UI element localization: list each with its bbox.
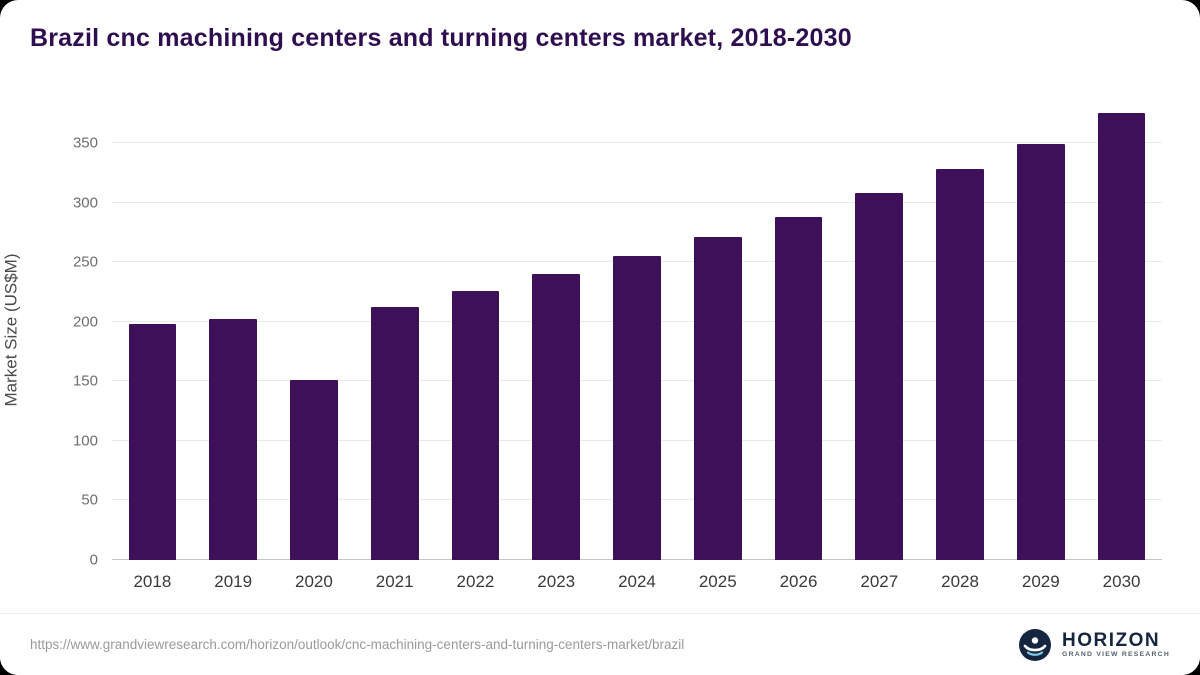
horizon-logo-icon — [1019, 628, 1052, 661]
y-tick-label-50: 50 — [81, 491, 98, 509]
bar-slot-2025 — [677, 100, 758, 560]
bar-2023 — [532, 274, 581, 560]
x-tick-label-2021: 2021 — [375, 572, 414, 591]
bar-slot-2019 — [193, 100, 274, 560]
bar-2026 — [774, 216, 823, 560]
logo-name: HORIZON — [1062, 629, 1161, 651]
bar-slot-2029 — [1000, 100, 1081, 560]
x-tick-label-2030: 2030 — [1102, 572, 1141, 591]
bar-slot-2030 — [1081, 100, 1162, 560]
source-url: https://www.grandviewresearch.com/horizo… — [30, 637, 685, 652]
bar-slot-2028 — [920, 100, 1001, 560]
x-tick-label-2023: 2023 — [537, 572, 576, 591]
y-tick-label-0: 0 — [89, 551, 98, 569]
bar-slot-2026 — [758, 100, 839, 560]
bar-2020 — [290, 380, 338, 560]
x-axis-labels: 2018 2019 2020 2021 2022 2023 2024 2025 2026 2027… — [112, 572, 1162, 592]
bar-slot-2023 — [516, 100, 597, 560]
y-tick-label-100: 100 — [72, 432, 98, 450]
bars — [112, 100, 1162, 560]
y-tick-label-200: 200 — [72, 313, 98, 331]
chart-title: Brazil cnc machining centers and turning… — [30, 24, 852, 52]
bar-slot-2022 — [435, 100, 516, 560]
plot-area: 0 50 100 150 200 250 300 350 2018 2019 2020 2021 20… — [73, 100, 1162, 591]
bar-2022 — [451, 290, 500, 560]
y-tick-label-300: 300 — [72, 194, 98, 211]
x-tick-label-2020: 2020 — [295, 572, 333, 591]
gridline-350 — [112, 141, 1162, 143]
x-tick-label-2018: 2018 — [133, 572, 172, 591]
logo-subtitle: GRAND VIEW RESEARCH — [1062, 650, 1170, 658]
bar-2018 — [128, 324, 177, 560]
x-tick-label-2024: 2024 — [618, 572, 656, 591]
bar-slot-2024 — [597, 100, 678, 560]
logo-text-block: HORIZON GRAND VIEW RESEARCH — [1062, 631, 1170, 658]
footer: https://www.grandviewresearch.com/horizo… — [0, 613, 1200, 675]
y-axis-title-text: Market Size (US$M) — [2, 253, 21, 407]
horizon-logo: HORIZON GRAND VIEW RESEARCH — [1017, 627, 1170, 663]
bar-2027 — [855, 192, 904, 560]
bar-2021 — [370, 307, 419, 560]
x-tick-label-2022: 2022 — [456, 572, 495, 591]
y-tick-label-150: 150 — [72, 372, 98, 390]
x-tick-label-2025: 2025 — [698, 572, 737, 591]
bar-2029 — [1016, 144, 1065, 560]
bar-2024 — [613, 256, 661, 560]
y-tick-label-250: 250 — [72, 253, 98, 271]
bar-slot-2018 — [112, 100, 193, 560]
x-tick-label-2026: 2026 — [779, 572, 818, 591]
bar-2028 — [936, 169, 984, 560]
gridline-300 — [112, 201, 1162, 203]
bar-2025 — [693, 237, 742, 560]
bar-slot-2021 — [354, 100, 435, 560]
x-tick-label-2019: 2019 — [214, 572, 253, 591]
x-tick-label-2028: 2028 — [941, 572, 979, 591]
bar-slot-2027 — [839, 100, 920, 560]
bar-2030 — [1097, 113, 1146, 560]
bar-2019 — [209, 319, 257, 560]
y-axis-title: Market Size (US$M) — [0, 100, 42, 560]
bar-slot-2020 — [274, 100, 355, 560]
y-tick-label-350: 350 — [72, 134, 98, 152]
x-tick-label-2027: 2027 — [860, 572, 899, 591]
x-tick-label-2029: 2029 — [1021, 572, 1060, 591]
